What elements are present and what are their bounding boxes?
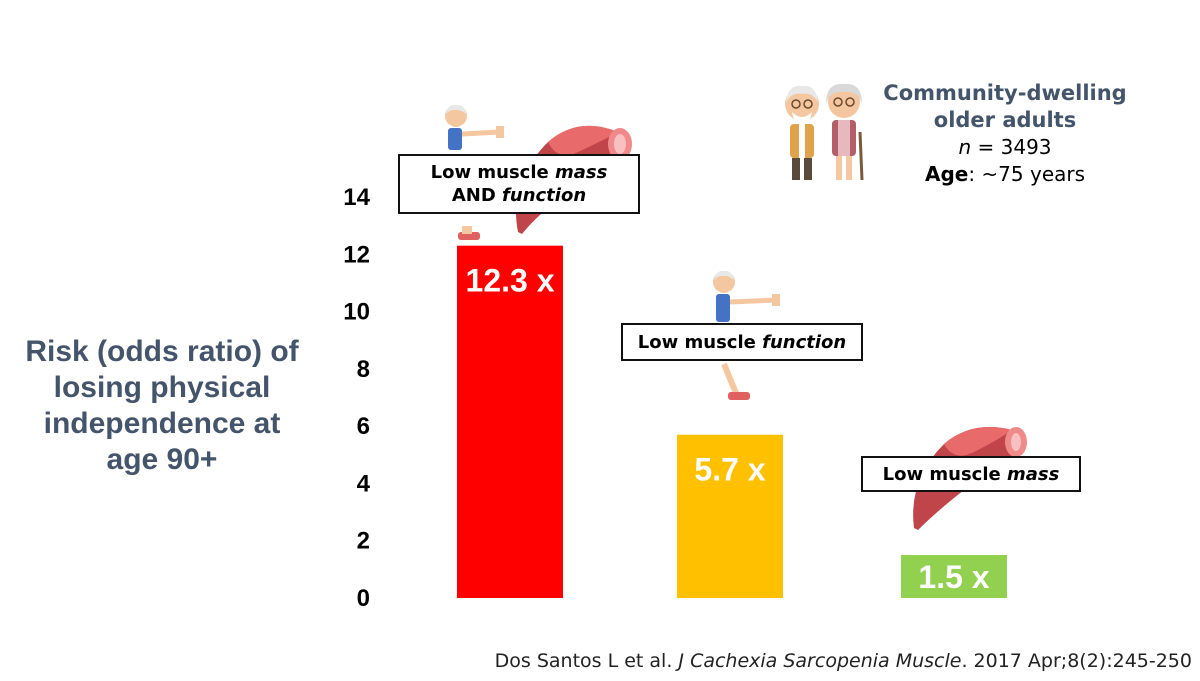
label-text: Low muscle <box>637 332 763 353</box>
exercising-elderly-man-icon <box>445 104 504 150</box>
citation: Dos Santos L et al. J Cachexia Sarcopeni… <box>495 650 1192 672</box>
category-label-function: Low muscle function <box>621 323 863 361</box>
elderly-couple-icon <box>785 83 864 181</box>
y-tick-label: 6 <box>357 413 370 440</box>
n-label: n <box>958 135 972 159</box>
sample-size: n = 3493 <box>860 134 1150 161</box>
exercising-elderly-man-icon <box>713 270 780 400</box>
y-tick-label: 10 <box>343 299 370 326</box>
y-tick-label: 14 <box>343 184 370 211</box>
population-line: older adults <box>933 108 1077 132</box>
y-axis-label-line: age 90+ <box>106 443 218 476</box>
y-tick-label: 12 <box>343 241 370 268</box>
y-tick-label: 2 <box>357 528 370 555</box>
y-axis-label-line: losing physical <box>53 371 271 404</box>
citation-details: . 2017 Apr;8(2):245-250 <box>961 650 1192 672</box>
label-text: AND <box>451 185 503 206</box>
label-text-italic: mass <box>555 162 608 183</box>
y-axis-label: Risk (odds ratio) of losing physical ind… <box>6 334 318 478</box>
label-text-italic: function <box>502 185 587 206</box>
mean-age: Age: ~75 years <box>860 161 1150 188</box>
label-text: Low muscle <box>430 162 555 183</box>
population-line: Community-dwelling <box>883 81 1127 105</box>
exercising-elderly-man-foot-icon <box>458 226 480 240</box>
age-label: Age <box>924 162 969 186</box>
label-text-italic: mass <box>1007 464 1060 485</box>
bar <box>901 555 1007 598</box>
y-tick-label: 0 <box>357 585 370 612</box>
bar-value-label: 12.3 x <box>466 263 555 299</box>
bar-value-label: 1.5 x <box>918 559 989 595</box>
age-value: : ~75 years <box>968 162 1086 186</box>
y-axis-label-line: Risk (odds ratio) of <box>25 335 299 368</box>
y-axis-label-line: independence at <box>43 407 281 440</box>
study-info: Community-dwelling older adults n = 3493… <box>860 80 1150 188</box>
n-value: = 3493 <box>971 135 1052 159</box>
category-label-mass-and-function: Low muscle mass AND function <box>398 154 640 214</box>
data-labels: 12.3 x 5.7 x 1.5 x <box>466 263 990 595</box>
citation-authors: Dos Santos L et al. <box>494 650 679 672</box>
category-label-mass: Low muscle mass <box>861 456 1081 492</box>
label-text: Low muscle <box>882 464 1007 485</box>
bar-value-label: 5.7 x <box>694 452 765 488</box>
citation-journal: J Cachexia Sarcopenia Muscle <box>678 650 962 672</box>
y-tick-label: 4 <box>357 470 371 497</box>
label-text-italic: function <box>762 332 847 353</box>
bars <box>457 245 1007 598</box>
y-tick-label: 8 <box>357 356 370 383</box>
y-axis-ticks: 0 2 4 6 8 10 12 14 <box>343 184 370 612</box>
bar <box>457 245 563 598</box>
bar <box>677 434 783 598</box>
